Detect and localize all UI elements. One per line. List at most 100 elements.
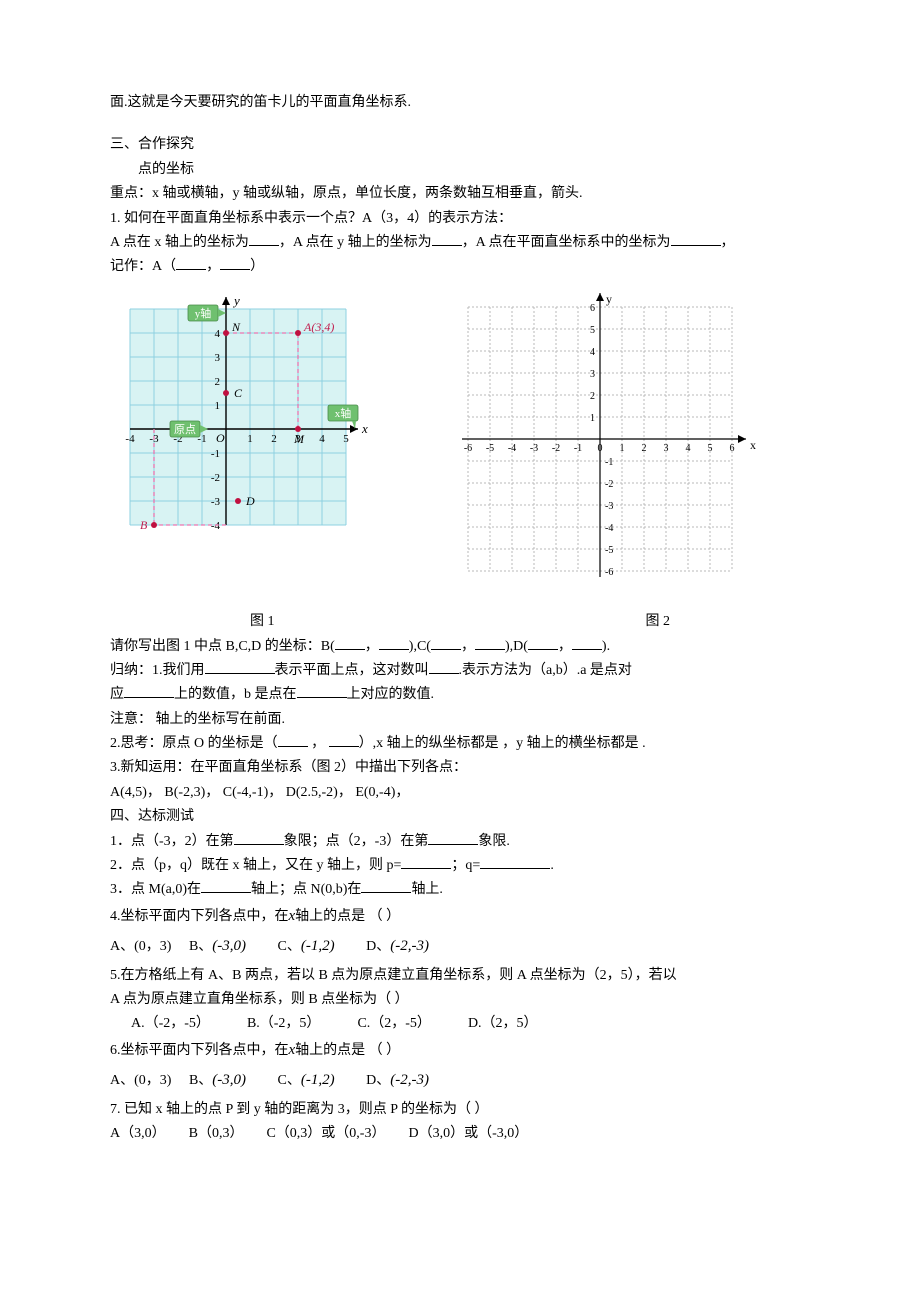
guinao-l2-tail: 上对应的数值. <box>347 687 435 702</box>
blank <box>297 684 347 698</box>
blank <box>429 660 459 674</box>
svg-text:原点: 原点 <box>174 423 196 436</box>
blank <box>475 636 505 650</box>
svg-text:C: C <box>234 386 243 400</box>
q1-label-b: ，A 点在 y 轴上的坐标为 <box>279 235 432 250</box>
svg-text:-6: -6 <box>605 567 613 578</box>
section3-sub: 点的坐标 <box>110 159 810 181</box>
s4-q3: 3．点 M(a,0)在轴上；点 N(0,b)在轴上. <box>110 879 810 901</box>
sep: ， <box>365 639 379 654</box>
intro-line: 面.这就是今天要研究的笛卡儿的平面直角坐标系. <box>110 92 810 114</box>
q1-line1: 1. 如何在平面直角坐标系中表示一个点？A（3，4）的表示方法： <box>110 208 810 230</box>
q6-pre: 6.坐标平面内下列各点中，在 <box>110 1043 289 1058</box>
s4-q2: 2．点（p，q）既在 x 轴上，又在 y 轴上，则 p=；q=. <box>110 855 810 877</box>
q6-optB-val: (-3,0) <box>212 1072 246 1088</box>
s4-q4-options: A、(0，3) B、(-3,0) C、(-1,2) D、(-2,-3) <box>110 934 810 958</box>
svg-text:-2: -2 <box>552 443 560 454</box>
q7-optD: D（3,0）或（-3,0） <box>408 1126 528 1141</box>
q3a: 3．点 M(a,0)在 <box>110 882 201 897</box>
svg-text:-1: -1 <box>605 457 613 468</box>
svg-text:-3: -3 <box>605 501 613 512</box>
svg-text:1: 1 <box>247 433 253 445</box>
q1-line3-prefix: 记作：A（ <box>110 259 176 274</box>
blank <box>528 636 558 650</box>
figure-captions: 图 1 图 2 <box>110 611 810 633</box>
svg-text:4: 4 <box>686 443 691 454</box>
svg-text:y: y <box>606 292 612 306</box>
q4-optD-label: D、 <box>366 939 390 954</box>
s4-q5-line2: A 点为原点建立直角坐标系，则 B 点坐标为（ ） <box>110 989 810 1011</box>
q4-pre: 4.坐标平面内下列各点中，在 <box>110 909 289 924</box>
svg-text:6: 6 <box>590 303 595 314</box>
blank <box>671 232 721 246</box>
blank <box>278 733 308 747</box>
blank <box>572 636 602 650</box>
q1-line3-mid: ， <box>206 259 220 274</box>
s4-q1: 1．点（-3，2）在第 象限；点（2，-3）在第 象限. <box>110 831 810 853</box>
svg-text:3: 3 <box>590 369 595 380</box>
q1-label-end: ， <box>721 235 735 250</box>
sep: ， <box>558 639 572 654</box>
q1a: 1．点（-3，2）在第 <box>110 834 234 849</box>
svg-text:4: 4 <box>590 347 595 358</box>
q6-optD-label: D、 <box>366 1073 390 1088</box>
mid1: ),C( <box>409 639 431 654</box>
blank <box>401 855 451 869</box>
q4-optB-label: B、 <box>189 939 212 954</box>
page-container: 面.这就是今天要研究的笛卡儿的平面直角坐标系. 三、合作探究 点的坐标 重点：x… <box>0 0 920 1207</box>
svg-text:B: B <box>140 518 148 532</box>
q1b: 象限；点（2，-3）在第 <box>284 834 429 849</box>
fig1-caption: 图 1 <box>250 611 275 633</box>
svg-text:-1: -1 <box>211 448 220 460</box>
svg-text:-1: -1 <box>574 443 582 454</box>
svg-text:M: M <box>293 432 305 446</box>
svg-text:2: 2 <box>271 433 277 445</box>
q6-optC-val: (-1,2) <box>301 1072 335 1088</box>
mid2: ),D( <box>505 639 528 654</box>
q2a: 2．点（p，q）既在 x 轴上，又在 y 轴上，则 p= <box>110 858 401 873</box>
svg-text:6: 6 <box>730 443 735 454</box>
blank <box>205 660 275 674</box>
svg-text:x轴: x轴 <box>335 406 352 420</box>
svg-text:-6: -6 <box>464 443 472 454</box>
svg-text:-5: -5 <box>605 545 613 556</box>
svg-text:O: O <box>216 431 225 445</box>
svg-text:-3: -3 <box>211 496 221 508</box>
q4-tail: 轴上的点是 （ ） <box>295 909 400 924</box>
svg-text:-2: -2 <box>605 479 613 490</box>
svg-text:1: 1 <box>590 413 595 424</box>
q7-optC: C（0,3）或（0,-3） <box>266 1126 385 1141</box>
q4-optA: A、(0，3) <box>110 939 171 954</box>
s4-q6-options: A、(0，3) B、(-3,0) C、(-1,2) D、(-2,-3) <box>110 1068 810 1092</box>
figure1-wrap: -4-3-2-112345-4-3-2-11234OxyA(3,4)BCDNMy… <box>110 289 410 573</box>
q5-optD: D.（2，5） <box>468 1016 538 1031</box>
note-line: 注意： 轴上的坐标写在前面. <box>110 709 810 731</box>
q1c: 象限. <box>478 834 510 849</box>
figure2-svg: -6-5-4-3-2-10123456123456-1-2-3-4-5-6xy <box>450 289 776 599</box>
blank <box>220 256 250 270</box>
blank <box>379 636 409 650</box>
blank <box>249 232 279 246</box>
svg-text:2: 2 <box>215 376 221 388</box>
guinao-tail: .表示方法为（a,b）.a 是点对 <box>459 663 632 678</box>
svg-text:3: 3 <box>664 443 669 454</box>
svg-text:2: 2 <box>590 391 595 402</box>
q3c: 轴上. <box>411 882 443 897</box>
s4-q6: 6.坐标平面内下列各点中，在x轴上的点是 （ ） <box>110 1038 810 1062</box>
blank <box>329 733 359 747</box>
svg-text:x: x <box>750 438 756 452</box>
svg-text:3: 3 <box>215 352 221 364</box>
blank <box>201 879 251 893</box>
q5-optB: B.（-2，5） <box>247 1016 321 1031</box>
think-line: 2.思考：原点 O 的坐标是（ ， ）,x 轴上的纵坐标都是 ，y 轴上的横坐标… <box>110 733 810 755</box>
svg-text:1: 1 <box>620 443 625 454</box>
svg-text:4: 4 <box>319 433 325 445</box>
svg-text:A(3,4): A(3,4) <box>303 320 334 334</box>
points-line: A(4,5)， B(-2,3)， C(-4,-1)， D(2.5,-2)， E(… <box>110 782 810 804</box>
guinao-line2: 应上的数值，b 是点在上对应的数值. <box>110 684 810 706</box>
svg-text:-2: -2 <box>211 472 220 484</box>
q5-optC: C.（2，-5） <box>357 1016 431 1031</box>
guinao-line1: 归纳：1.我们用表示平面上点，这对数叫.表示方法为（a,b）.a 是点对 <box>110 660 810 682</box>
q6-tail: 轴上的点是 （ ） <box>295 1043 400 1058</box>
think-sep: ， <box>308 736 329 751</box>
